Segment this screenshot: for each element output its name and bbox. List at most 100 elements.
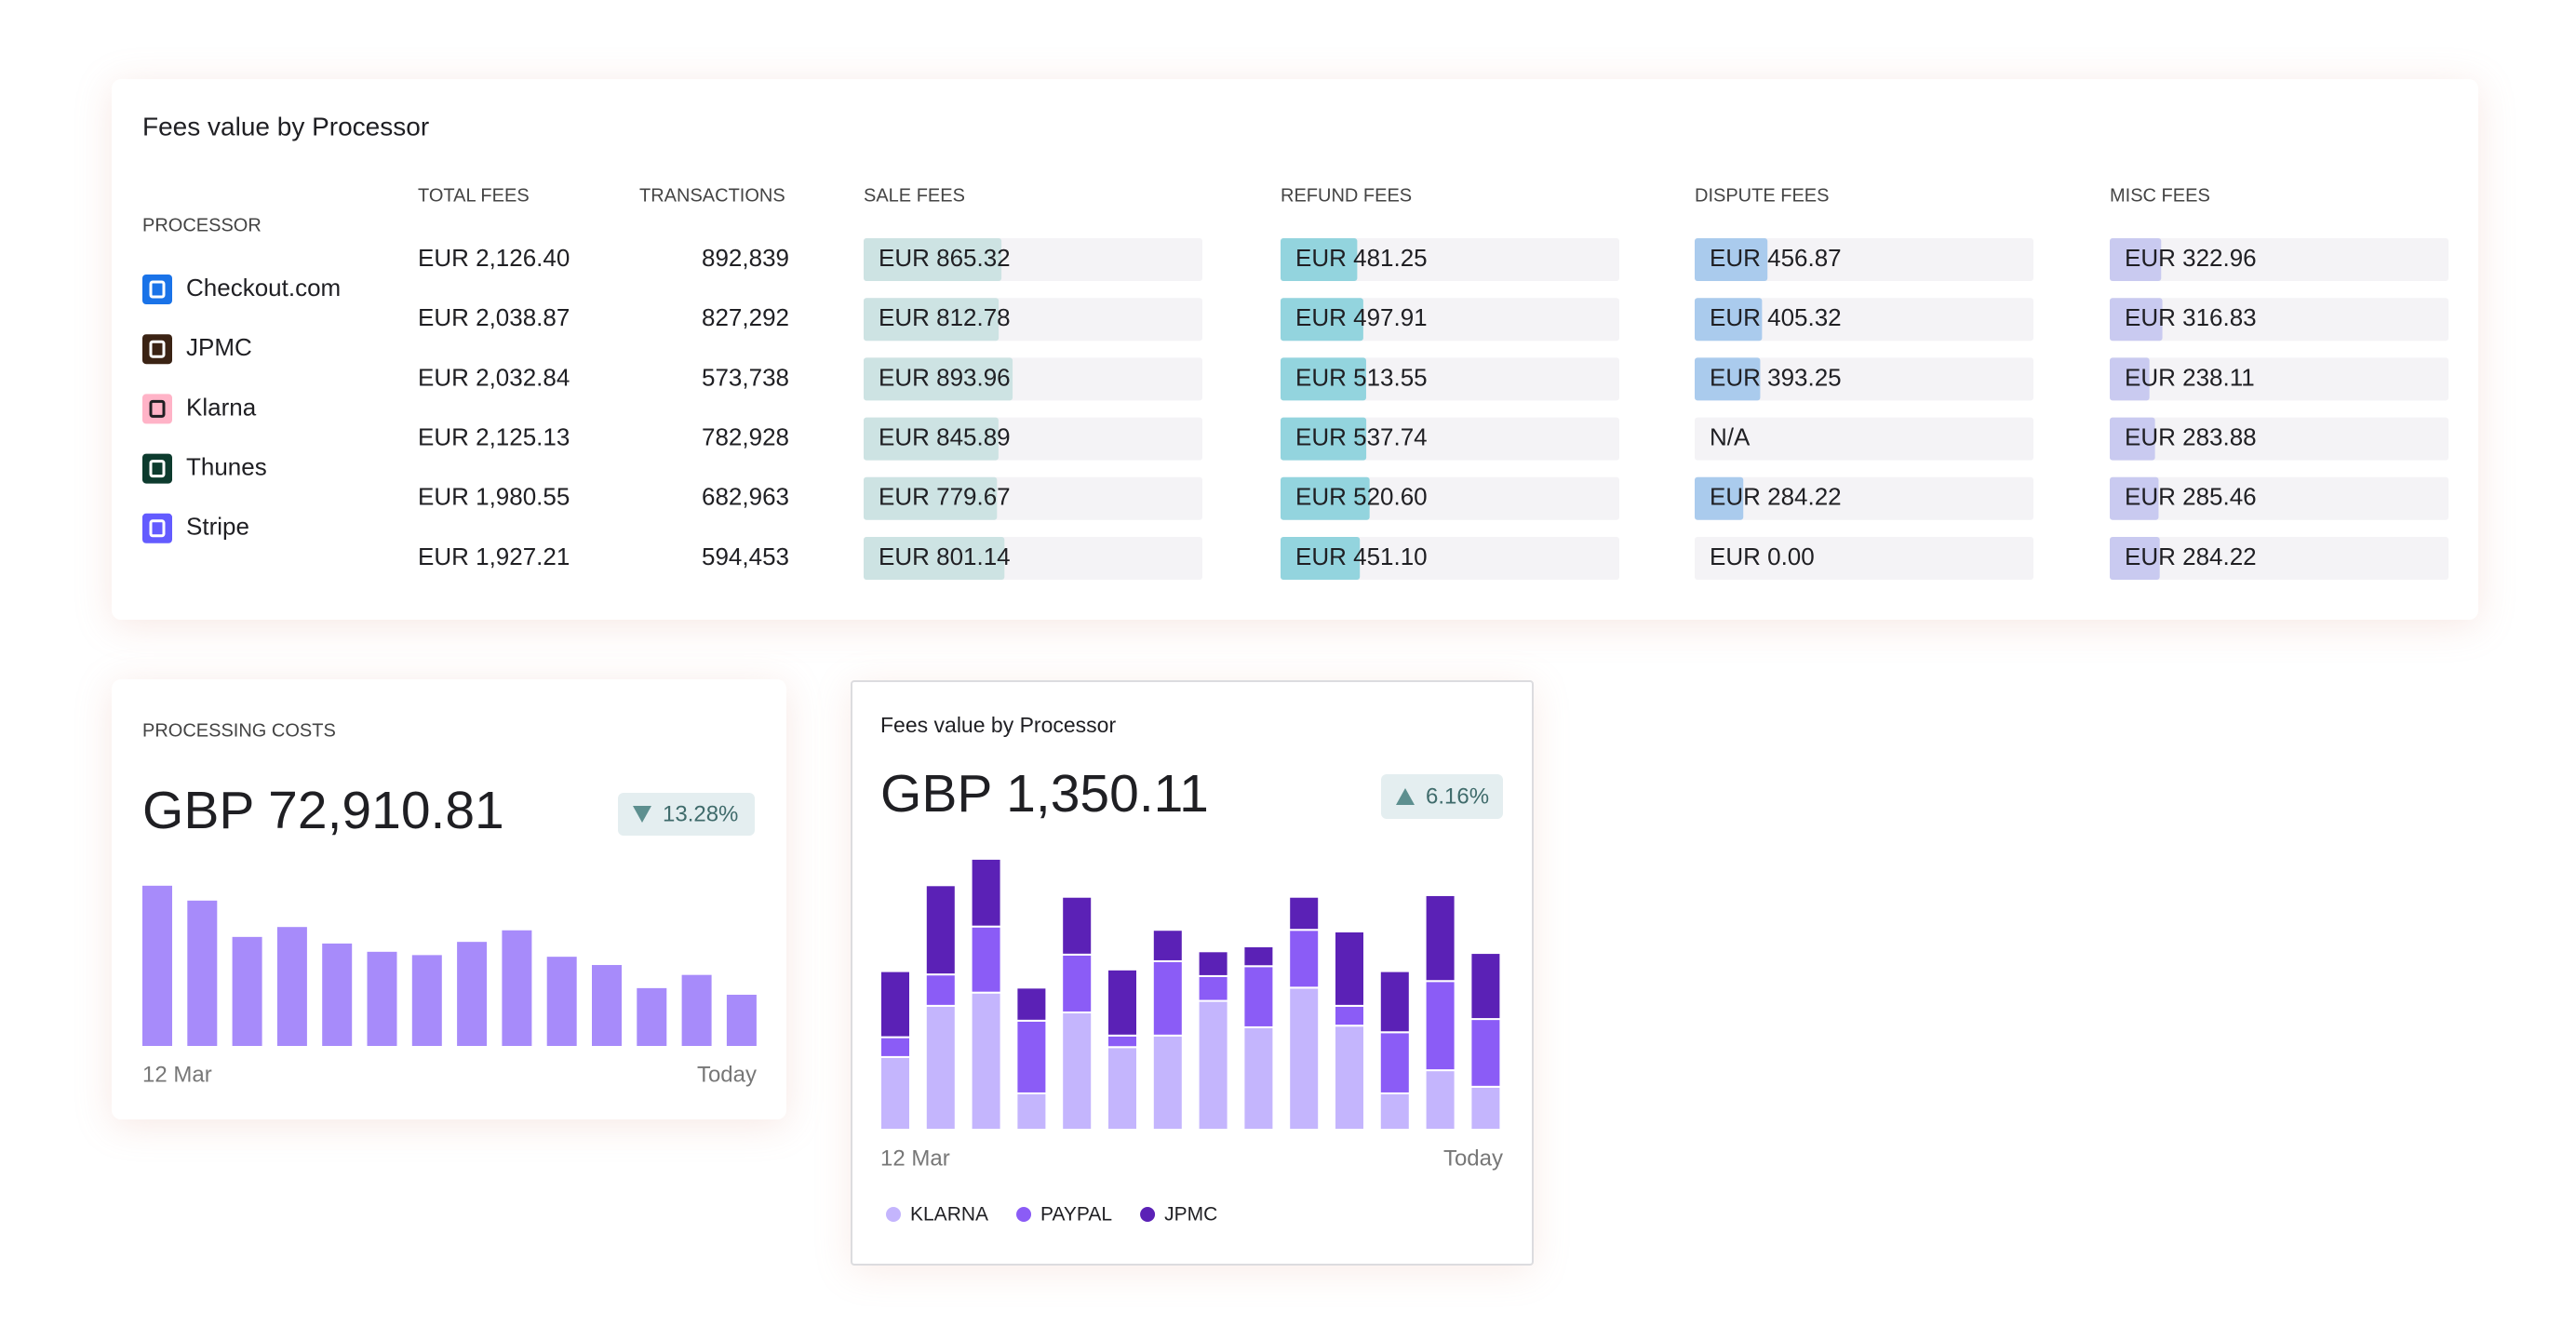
bar-segment — [1469, 1085, 1502, 1131]
change-badge — [618, 793, 755, 836]
fee-bar — [864, 476, 998, 520]
fee-bar — [864, 298, 1000, 342]
fee-label: EUR 845.89 — [879, 422, 1011, 450]
fee-track — [1281, 537, 1619, 580]
change-badge — [1381, 774, 1503, 819]
fee-bar — [864, 417, 999, 461]
fee-bar — [1695, 476, 1744, 520]
fee-bar — [2110, 476, 2159, 520]
fee-label: EUR 283.88 — [2125, 422, 2257, 450]
processor-name: JPMC — [186, 333, 252, 361]
bar-segment — [970, 857, 1002, 928]
processor-header: PROCESSOR — [142, 215, 262, 235]
fee-label: EUR 513.55 — [1295, 363, 1428, 391]
total-fees: EUR 2,126.40 — [418, 244, 570, 272]
bar-segment — [1107, 1034, 1138, 1049]
fee-label: EUR 497.91 — [1295, 303, 1428, 331]
bar-segment — [924, 1004, 957, 1131]
fee-label: EUR 893.96 — [879, 363, 1011, 391]
bar-segment — [1288, 986, 1321, 1131]
bar-segment — [1151, 929, 1184, 962]
total-fees: EUR 2,125.13 — [418, 422, 570, 450]
bar-segment — [1424, 893, 1456, 983]
fee-bar — [2110, 238, 2162, 281]
bar — [457, 942, 488, 1046]
bar-segment — [970, 991, 1002, 1132]
fee-track — [2110, 357, 2449, 401]
fee-track — [2110, 298, 2449, 342]
fee-bar — [1281, 537, 1361, 580]
bar-segment — [879, 1036, 911, 1058]
bar — [502, 930, 532, 1046]
change-arrow — [1396, 788, 1415, 805]
total-fees: EUR 2,038.87 — [418, 303, 570, 331]
legend-label: KLARNA — [910, 1204, 988, 1226]
headline-value: GBP 1,350.11 — [880, 764, 1209, 824]
fee-label: EUR 405.32 — [1710, 303, 1842, 331]
transactions: 594,453 — [702, 543, 789, 570]
fee-bar — [1695, 357, 1761, 401]
bar-segment — [1107, 968, 1138, 1037]
fee-bar — [2110, 357, 2150, 401]
fee-label: EUR 316.83 — [2125, 303, 2257, 331]
bar-segment — [879, 970, 911, 1038]
fee-bar — [864, 537, 1005, 580]
fee-bar — [1695, 238, 1768, 281]
fee-bar — [864, 238, 1002, 281]
processor-icon-glyph — [149, 519, 166, 538]
total-fees: EUR 2,032.84 — [418, 363, 570, 391]
fee-bar — [1281, 357, 1366, 401]
bar-segment — [1334, 1025, 1365, 1132]
fee-label: EUR 537.74 — [1295, 422, 1428, 450]
fee-label: EUR 284.22 — [1710, 483, 1842, 511]
fee-label: EUR 812.78 — [879, 303, 1011, 331]
bar-segment — [1378, 1031, 1411, 1094]
column-header: DISPUTE FEES — [1695, 185, 1829, 206]
transactions: 892,839 — [702, 244, 789, 272]
processor-icon — [142, 334, 172, 365]
fee-bar — [1281, 298, 1363, 342]
bar-segment — [1107, 1046, 1138, 1131]
fee-label: EUR 801.14 — [879, 543, 1011, 570]
bar-segment — [1015, 1092, 1048, 1131]
transactions: 573,738 — [702, 363, 789, 391]
bar — [187, 900, 218, 1046]
bar — [546, 957, 577, 1046]
total-fees: EUR 1,927.21 — [418, 543, 570, 570]
bar-segment — [1288, 929, 1321, 989]
column-header: MISC FEES — [2110, 185, 2210, 206]
fee-label: EUR 238.11 — [2125, 363, 2255, 391]
processor-icon-glyph — [149, 280, 166, 299]
x-label: Today — [697, 1062, 757, 1087]
bar-segment — [924, 973, 957, 1007]
card-title: PROCESSING COSTS — [142, 720, 336, 741]
processing-card — [112, 679, 786, 1119]
bar-segment — [1469, 1018, 1502, 1088]
fee-label: EUR 0.00 — [1710, 543, 1815, 570]
fee-track — [1695, 357, 2033, 401]
fee-bar — [1281, 417, 1367, 461]
bar-segment — [1242, 1025, 1275, 1131]
processor-icon-glyph — [149, 460, 166, 478]
bar-segment — [1378, 1092, 1411, 1131]
bar-segment — [924, 884, 957, 976]
bar — [411, 955, 442, 1046]
column-header: TOTAL FEES — [418, 185, 530, 206]
bar — [142, 885, 172, 1046]
legend-label: PAYPAL — [1040, 1204, 1112, 1226]
bar-segment — [1334, 1004, 1365, 1027]
bar-segment — [1469, 952, 1502, 1021]
fee-track — [1281, 238, 1619, 281]
bar-segment — [1334, 931, 1365, 1007]
legend-dot — [1016, 1207, 1032, 1222]
bar-segment — [1424, 1069, 1456, 1131]
fee-track — [1695, 476, 2033, 520]
fee-bar — [2110, 417, 2155, 461]
processor-icon — [142, 513, 172, 543]
bar-segment — [970, 925, 1002, 994]
processor-icon — [142, 275, 172, 304]
processor-name: Klarna — [186, 393, 257, 421]
bar-segment — [1378, 970, 1411, 1034]
